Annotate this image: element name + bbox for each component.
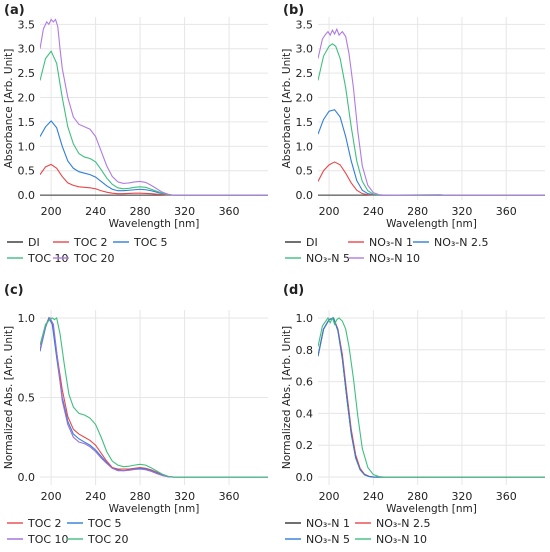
legend-entry: DI [28,236,40,249]
y-tick-label: 0.8 [296,344,314,357]
x-tick-label: 320 [451,205,472,218]
series-line [318,317,545,478]
x-axis-label: Wavelength [nm] [386,503,477,515]
legend-entry: DI [306,236,318,249]
x-tick-label: 360 [219,205,240,218]
y-tick-label: 0.6 [296,376,314,389]
series-line [40,163,268,196]
y-tick-label: 2.5 [296,67,314,80]
series-line [318,316,545,478]
x-tick-label: 280 [407,490,428,503]
legend-entry: NO₃-N 10 [369,252,420,265]
x-tick-label: 200 [41,205,62,218]
y-tick-label: 0.5 [18,165,36,178]
y-tick-label: 0.5 [18,392,36,405]
x-tick-label: 200 [41,490,62,503]
x-tick-label: 240 [85,205,106,218]
x-tick-label: 200 [319,205,340,218]
legend-entry: TOC 2 [27,517,62,530]
y-tick-label: 3.0 [18,43,36,56]
series-line [318,317,545,478]
legend-entry: TOC 2 [73,236,108,249]
chart-panel: (d) 200 240 280 320 360 0.0 0.2 0.4 0.6 0.8 1.0 Wave… [281,283,545,546]
y-tick-label: 0.0 [296,471,314,484]
series-line [40,120,268,196]
x-axis-label: Wavelength [nm] [109,218,200,230]
y-tick-label: 3.5 [18,18,36,31]
x-tick-label: 320 [174,205,195,218]
legend-entry: NO₃-N 10 [376,533,427,546]
x-tick-label: 200 [319,490,340,503]
y-tick-label: 1.0 [18,312,36,325]
y-axis-label: Absorbance [Arb. Unit] [281,49,293,169]
y-tick-label: 0.4 [296,407,314,420]
x-tick-label: 240 [363,205,384,218]
legend-entry: TOC 5 [87,517,122,530]
panel-label: (b) [283,3,304,18]
legend-entry: TOC 20 [73,252,115,265]
series-line [40,18,268,196]
y-tick-label: 3.0 [296,43,314,56]
y-tick-label: 1.5 [296,116,314,129]
x-axis-label: Wavelength [nm] [109,503,200,515]
legend-entry: NO₃-N 1 [306,517,350,530]
series-line [40,50,268,196]
legend-entry: TOC 5 [133,236,168,249]
legend-entry: NO₃-N 2.5 [434,236,488,249]
series-line [318,27,545,196]
y-tick-label: 1.0 [296,140,314,153]
y-tick-label: 3.5 [296,18,314,31]
x-axis-label: Wavelength [nm] [386,218,477,230]
x-tick-label: 320 [174,490,195,503]
chart-panel: (c) 200 240 280 320 360 0.0 0.5 1.0 Wavelength [n… [3,283,268,546]
legend-entry: NO₃-N 5 [306,533,350,546]
x-tick-label: 360 [496,490,517,503]
x-tick-label: 320 [451,490,472,503]
panel-label: (d) [283,283,304,298]
y-axis-label: Normalized Abs. [Arb. Unit] [3,326,15,469]
chart-panel: (b) 200 240 280 320 360 0.0 0.5 1.0 1.5 2.0 2.5 3.0 3… [281,3,545,265]
x-tick-label: 240 [85,490,106,503]
legend-entry: NO₃-N 5 [306,252,350,265]
y-tick-label: 2.0 [296,92,314,105]
x-tick-label: 280 [130,205,151,218]
y-tick-label: 1.0 [296,312,314,325]
y-tick-label: 1.0 [18,140,36,153]
y-tick-label: 2.5 [18,67,36,80]
y-axis-label: Normalized Abs. [Arb. Unit] [281,326,293,469]
x-tick-label: 280 [407,205,428,218]
legend-entry: TOC 20 [87,533,129,546]
series-line [318,317,545,478]
y-tick-label: 0.0 [296,189,314,202]
y-axis-label: Absorbance [Arb. Unit] [3,49,15,169]
chart-panel: (a) 200 240 280 320 360 0.0 0.5 1.0 1.5 2.0 2.5 3.0 3… [3,3,268,265]
y-tick-label: 2.0 [18,92,36,105]
x-tick-label: 280 [130,490,151,503]
legend-entry: TOC 10 [27,252,69,265]
y-tick-label: 0.0 [18,471,36,484]
y-tick-label: 0.2 [296,439,314,452]
series-line [318,43,545,196]
series-line [318,109,545,196]
x-tick-label: 360 [496,205,517,218]
y-tick-label: 0.0 [18,189,36,202]
x-tick-label: 240 [363,490,384,503]
x-tick-label: 360 [219,490,240,503]
panel-label: (c) [4,283,24,298]
legend-entry: TOC 10 [27,533,69,546]
y-tick-label: 1.5 [18,116,36,129]
series-line [40,316,268,478]
series-line [40,317,268,478]
legend-entry: NO₃-N 2.5 [376,517,430,530]
series-line [318,161,545,196]
legend-entry: NO₃-N 1 [369,236,413,249]
panel-label: (a) [4,3,25,18]
y-tick-label: 0.5 [296,165,314,178]
